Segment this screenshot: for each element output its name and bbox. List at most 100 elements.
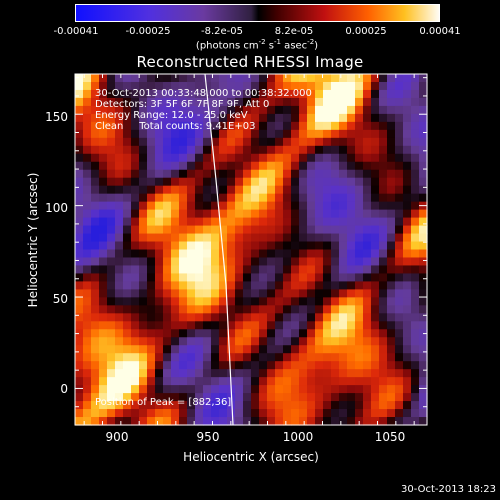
heatmap-cell bbox=[267, 161, 276, 171]
heatmap-cell bbox=[291, 177, 300, 187]
heatmap-cell bbox=[403, 401, 412, 410]
heatmap-cell bbox=[299, 137, 308, 147]
heatmap-cell bbox=[139, 313, 148, 322]
heatmap-cell bbox=[211, 201, 220, 211]
heatmap-cell bbox=[283, 193, 292, 203]
heatmap-cell bbox=[355, 153, 364, 163]
heatmap-cell bbox=[347, 241, 356, 251]
heatmap-cell bbox=[395, 169, 404, 179]
heatmap-cell bbox=[203, 225, 212, 235]
heatmap-cell bbox=[243, 145, 252, 155]
heatmap-cell bbox=[235, 281, 244, 290]
heatmap-cell bbox=[347, 153, 356, 163]
heatmap-cell bbox=[123, 273, 132, 283]
heatmap-cell bbox=[179, 201, 188, 211]
heatmap-cell bbox=[203, 121, 212, 131]
heatmap-cell bbox=[347, 305, 356, 314]
heatmap-cell bbox=[331, 185, 340, 195]
heatmap-cell bbox=[171, 297, 180, 306]
heatmap-cell bbox=[403, 281, 412, 290]
heatmap-cell bbox=[155, 89, 164, 99]
heatmap-cell bbox=[387, 89, 396, 99]
heatmap-cell bbox=[267, 201, 276, 211]
heatmap-cell bbox=[323, 193, 332, 203]
heatmap-cell bbox=[99, 393, 108, 402]
heatmap-cell bbox=[259, 241, 268, 251]
heatmap-cell bbox=[387, 345, 396, 354]
heatmap-cell bbox=[267, 105, 276, 115]
heatmap-cell bbox=[259, 193, 268, 203]
heatmap-cell bbox=[403, 74, 412, 83]
heatmap-cell bbox=[83, 89, 92, 99]
heatmap-cell bbox=[259, 289, 268, 298]
heatmap-cell bbox=[195, 161, 204, 171]
heatmap-cell bbox=[363, 313, 372, 322]
heatmap-cell bbox=[259, 265, 268, 275]
heatmap-cell bbox=[107, 305, 116, 314]
heatmap-cell bbox=[115, 129, 124, 139]
heatmap-cell bbox=[227, 249, 236, 259]
heatmap-cell bbox=[259, 377, 268, 386]
heatmap-cell bbox=[219, 97, 228, 107]
heatmap-cell bbox=[203, 313, 212, 322]
heatmap-cell bbox=[267, 137, 276, 147]
heatmap-cell bbox=[307, 257, 316, 267]
heatmap-cell bbox=[75, 337, 84, 346]
heatmap-cell bbox=[163, 273, 172, 283]
heatmap-cell bbox=[75, 145, 84, 155]
heatmap-cell bbox=[419, 145, 428, 155]
heatmap-cell bbox=[211, 329, 220, 338]
heatmap-cell bbox=[339, 129, 348, 139]
heatmap-cell bbox=[155, 113, 164, 123]
heatmap-cell bbox=[307, 353, 316, 362]
heatmap-cell bbox=[371, 377, 380, 386]
heatmap-cell bbox=[163, 241, 172, 251]
heatmap-cell bbox=[299, 393, 308, 402]
heatmap-cell bbox=[227, 337, 236, 346]
heatmap-cell bbox=[195, 113, 204, 123]
heatmap-cell bbox=[379, 129, 388, 139]
heatmap-cell bbox=[291, 161, 300, 171]
heatmap-cell bbox=[403, 385, 412, 394]
heatmap-cell bbox=[307, 273, 316, 283]
heatmap-cell bbox=[419, 209, 428, 219]
heatmap-cell bbox=[211, 417, 220, 426]
annotation-energy-range: Energy Range: 12.0 - 25.0 keV bbox=[95, 110, 248, 121]
heatmap-cell bbox=[323, 249, 332, 259]
heatmap-cell bbox=[363, 305, 372, 314]
heatmap-cell bbox=[99, 241, 108, 251]
heatmap-cell bbox=[83, 353, 92, 362]
heatmap-cell bbox=[83, 265, 92, 275]
heatmap-cell bbox=[195, 193, 204, 203]
heatmap-cell bbox=[299, 177, 308, 187]
annotation-time-range: 30-Oct-2013 00:33:48.000 to 00:38:32.000 bbox=[95, 88, 312, 99]
heatmap-cell bbox=[235, 337, 244, 346]
heatmap-cell bbox=[395, 257, 404, 267]
colorbar-tick-label: 8.2e-05 bbox=[274, 26, 314, 37]
heatmap-cell bbox=[131, 89, 140, 99]
heatmap-cell bbox=[179, 105, 188, 115]
heatmap-cell bbox=[275, 129, 284, 139]
heatmap-cell bbox=[379, 113, 388, 123]
annotation-total-counts: Clean Total counts: 9.41E+03 bbox=[95, 121, 256, 132]
heatmap-cell bbox=[315, 353, 324, 362]
heatmap-cell bbox=[163, 129, 172, 139]
heatmap-cell bbox=[419, 321, 428, 330]
heatmap-cell bbox=[219, 161, 228, 171]
heatmap-cell bbox=[107, 121, 116, 131]
heatmap-cell bbox=[139, 81, 148, 91]
heatmap-cell bbox=[203, 169, 212, 179]
heatmap-cell bbox=[403, 329, 412, 338]
heatmap-cell bbox=[187, 289, 196, 298]
heatmap-cell bbox=[163, 185, 172, 195]
heatmap-cell bbox=[91, 185, 100, 195]
heatmap-cell bbox=[379, 321, 388, 330]
heatmap-cell bbox=[395, 201, 404, 211]
heatmap-cell bbox=[411, 161, 420, 171]
heatmap-cell bbox=[355, 329, 364, 338]
heatmap-cell bbox=[75, 329, 84, 338]
heatmap-cell bbox=[219, 113, 228, 123]
heatmap-cell bbox=[323, 97, 332, 107]
heatmap-cell bbox=[403, 265, 412, 275]
heatmap-cell bbox=[243, 201, 252, 211]
